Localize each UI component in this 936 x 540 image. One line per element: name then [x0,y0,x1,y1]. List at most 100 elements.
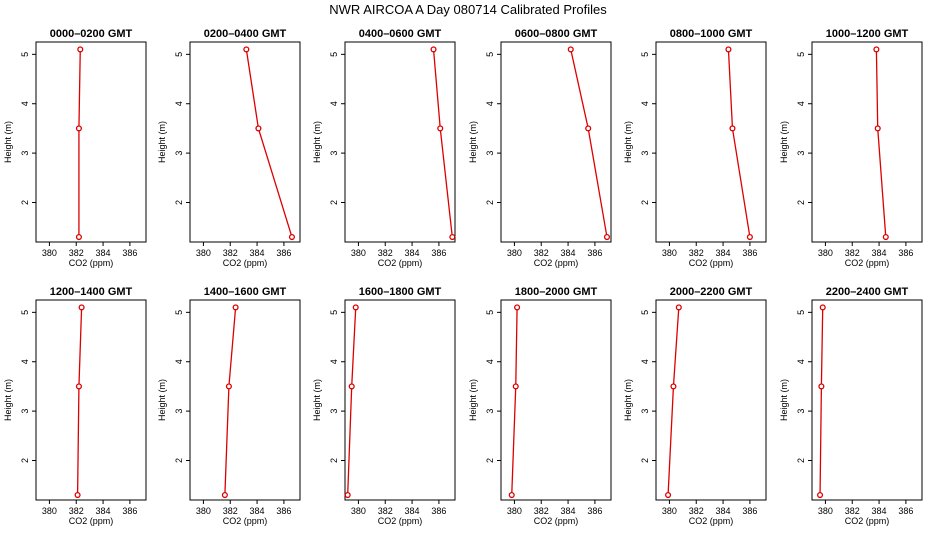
panel-title: 1600–1800 GMT [359,286,442,298]
panel: 0800–1000 GMT 380 382 384 386 2 3 4 5 CO2 (ppm) He… [623,28,767,268]
panel: 2000–2200 GMT 380 382 384 386 2 3 4 5 CO2 (ppm) He… [623,286,767,526]
y-tick-label: 2 [640,458,650,463]
plot-frame [189,41,301,243]
x-tick-label: 386 [431,248,446,258]
profile-point [567,46,574,53]
y-tick-label: 2 [329,200,339,205]
profile-point [221,492,228,499]
x-tick-label: 384 [405,248,420,258]
x-tick-label: 380 [507,506,522,516]
x-tick-label: 382 [689,506,704,516]
y-axis-label: Height (m) [623,121,633,163]
plot-frame [500,41,612,243]
profile-line [875,49,887,238]
y-tick-label: 5 [20,310,30,315]
plot-frame [189,299,301,501]
x-tick-label: 380 [42,248,57,258]
y-tick-label: 4 [640,101,650,106]
profile-point [819,304,826,311]
x-tick-label: 386 [276,248,291,258]
x-tick-label: 386 [742,248,757,258]
x-axis-label: CO2 (ppm) [69,258,114,268]
x-axis-label: CO2 (ppm) [69,516,114,526]
plot-frame [35,299,147,501]
profile-point [352,304,359,311]
x-tick-label: 382 [845,506,860,516]
y-tick-label: 5 [640,310,650,315]
x-tick-label: 380 [662,506,677,516]
profile-point [288,234,296,241]
x-axis-label: CO2 (ppm) [689,516,734,526]
y-axis-label: Height (m) [157,121,167,163]
profile-point [670,383,677,390]
x-tick-label: 386 [587,248,602,258]
profile-point [344,492,351,499]
x-tick-label: 386 [122,506,137,516]
profile-point [725,46,732,53]
x-tick-label: 380 [507,248,522,258]
x-tick-label: 382 [69,506,84,516]
panel: 0400–0600 GMT 380 382 384 386 2 3 4 5 CO2 (ppm) He… [312,28,456,268]
panel-title: 0400–0600 GMT [359,28,442,40]
profile-point [882,234,889,241]
profile-point [75,125,82,132]
profile-point [603,234,611,241]
panel: 0600–0800 GMT 380 382 384 386 2 3 4 5 CO2 (ppm) He… [468,28,612,268]
y-tick-label: 3 [329,409,339,414]
y-axis-label: Height (m) [468,379,478,421]
x-tick-label: 382 [223,248,238,258]
panel: 1600–1800 GMT 380 382 384 386 2 3 4 5 CO2 (ppm) He… [312,286,456,526]
y-tick-label: 5 [20,52,30,57]
plot-frame [811,41,923,243]
y-tick-label: 3 [174,151,184,156]
y-axis-label: Height (m) [779,379,789,421]
x-tick-label: 386 [431,506,446,516]
x-tick-label: 386 [742,506,757,516]
x-tick-label: 380 [818,506,833,516]
x-tick-label: 384 [872,506,887,516]
profile-point [729,125,736,132]
profile-point [508,492,515,499]
panel: 1400–1600 GMT 380 382 384 386 2 3 4 5 CO2 (ppm) He… [157,286,301,526]
profile-point [243,46,250,53]
profile-line [511,307,518,496]
y-tick-label: 4 [174,359,184,364]
profile-point [675,304,682,311]
y-tick-label: 5 [485,52,495,57]
panel-title: 0200–0400 GMT [204,28,287,40]
profile-point [255,125,262,132]
x-tick-label: 382 [378,506,393,516]
y-tick-label: 5 [796,52,806,57]
profile-point [78,304,85,311]
y-tick-label: 5 [329,310,339,315]
y-axis-label: Height (m) [623,379,633,421]
profile-line [727,49,751,238]
profile-line [78,49,81,238]
x-tick-label: 384 [96,248,111,258]
profile-point [746,234,753,241]
panel-title: 0000–0200 GMT [50,28,133,40]
x-tick-label: 380 [662,248,677,258]
y-tick-label: 2 [796,458,806,463]
panel: 1000–1200 GMT 380 382 384 386 2 3 4 5 CO2 (ppm) He… [779,28,923,268]
profile-line [819,307,824,496]
plot-frame [500,299,612,501]
y-axis-label: Height (m) [779,121,789,163]
plot-frame [655,41,767,243]
panels: 0000–0200 GMT 380 382 384 386 2 3 4 5 CO2 (ppm) He… [3,28,923,526]
x-axis-label: CO2 (ppm) [689,258,734,268]
y-axis-label: Height (m) [312,379,322,421]
profile-point [816,492,824,499]
x-axis-label: CO2 (ppm) [845,516,890,526]
panel: 0000–0200 GMT 380 382 384 386 2 3 4 5 CO2 (ppm) He… [3,28,147,268]
x-tick-label: 384 [250,248,265,258]
y-tick-label: 3 [640,409,650,414]
y-tick-label: 2 [485,458,495,463]
profile-line [224,307,237,496]
profile-line [76,307,83,496]
x-tick-label: 380 [196,506,211,516]
y-tick-label: 4 [20,359,30,364]
plot-frame [344,41,456,243]
x-tick-label: 382 [223,506,238,516]
y-axis-label: Height (m) [312,121,322,163]
